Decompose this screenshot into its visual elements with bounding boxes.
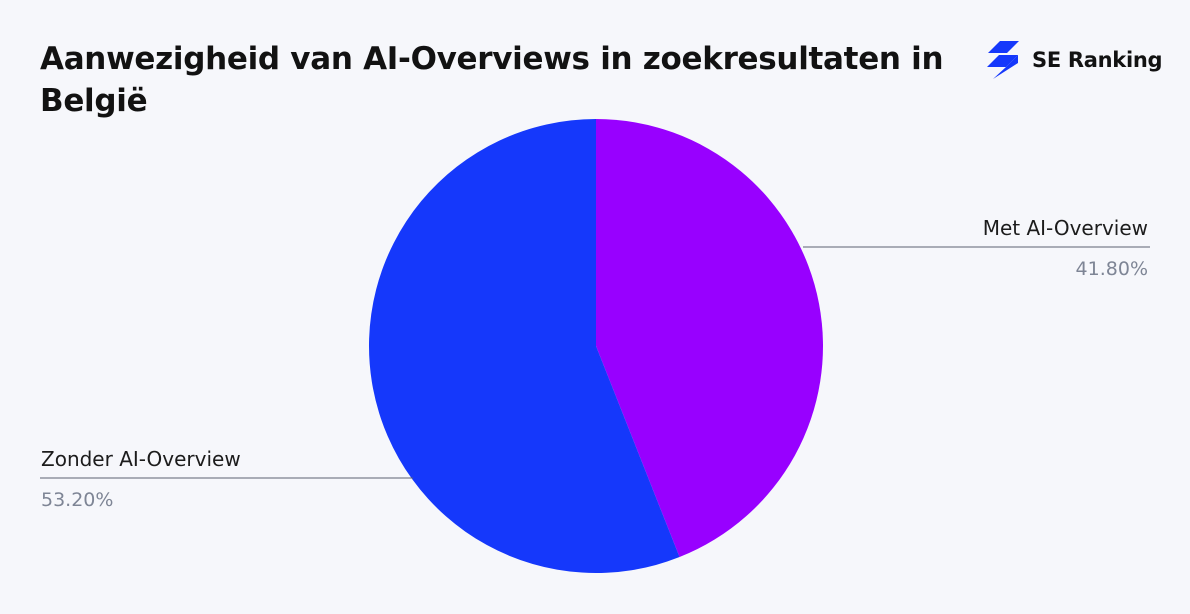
lightning-bolt-logo-icon bbox=[987, 41, 1019, 79]
brand-name: SE Ranking bbox=[1032, 48, 1163, 72]
pie-slice-zonder-ai-overview bbox=[368, 119, 680, 573]
slice-value-zonder-ai-overview: 53.20% bbox=[41, 489, 113, 511]
pie-slice-met-ai-overview bbox=[596, 119, 823, 558]
slice-label-met-ai-overview: Met AI-Overview bbox=[983, 216, 1148, 240]
chart-title: Aanwezigheid van AI-Overviews in zoekres… bbox=[40, 41, 944, 119]
slice-label-zonder-ai-overview: Zonder AI-Overview bbox=[41, 447, 241, 471]
brand-logo: SE Ranking bbox=[986, 40, 1163, 80]
slice-value-met-ai-overview: 41.80% bbox=[1076, 258, 1148, 280]
